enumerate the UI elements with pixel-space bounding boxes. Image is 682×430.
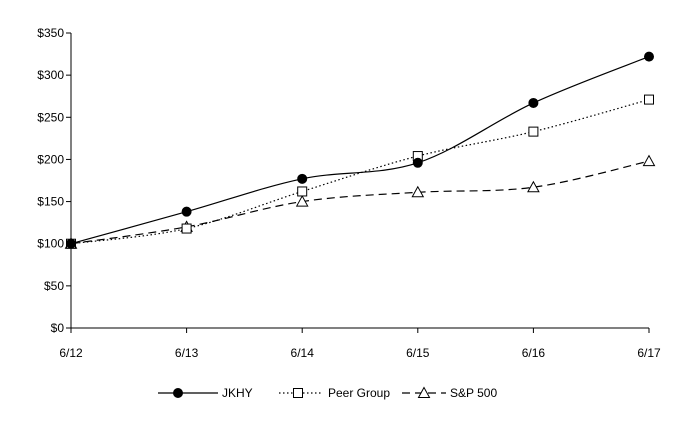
y-tick-label: $250 (37, 110, 64, 124)
legend-marker (293, 388, 303, 398)
data-point (295, 195, 309, 207)
y-tick-label: $300 (37, 68, 64, 82)
data-point (297, 186, 308, 197)
data-point (527, 180, 540, 193)
data-point (297, 173, 308, 184)
x-tick-label: 6/16 (522, 346, 546, 360)
series-filled-circle (66, 51, 654, 249)
legend-marker (173, 388, 183, 398)
legend-label: Peer Group (328, 386, 390, 400)
x-tick-label: 6/13 (175, 346, 199, 360)
data-point (644, 51, 654, 62)
data-point (181, 223, 192, 234)
x-tick-label: 6/17 (637, 346, 661, 360)
x-tick-label: 6/14 (291, 346, 315, 360)
data-point (528, 97, 539, 108)
x-tick-label: 6/12 (59, 346, 83, 360)
series-open-square (66, 94, 654, 249)
series-line (70, 56, 650, 245)
series-layer (64, 51, 656, 249)
data-point (412, 157, 423, 168)
data-point (181, 206, 192, 217)
legend-label: S&P 500 (450, 386, 497, 400)
x-axis: 6/12 6/13 6/14 6/15 6/16 6/17 (59, 327, 661, 360)
legend-item: JKHY (158, 386, 253, 400)
y-tick-label: $200 (37, 152, 64, 166)
data-point (528, 126, 539, 137)
y-tick-label: $350 (37, 26, 64, 40)
data-point (66, 238, 76, 249)
legend-label: JKHY (222, 386, 253, 400)
y-tick-label: $150 (37, 195, 64, 209)
legend-item: Peer Group (279, 386, 390, 400)
legend: JKHY Peer Group S&P 500 (158, 386, 497, 400)
legend-marker (417, 386, 431, 398)
x-tick-label: 6/15 (406, 346, 430, 360)
series-open-triangle (64, 154, 656, 249)
y-axis: $0 $50 $100 $150 $200 $250 $300 $350 (37, 26, 72, 335)
y-tick-label: $0 (51, 321, 65, 335)
data-point (411, 185, 425, 198)
data-point (642, 154, 656, 167)
legend-item: S&P 500 (402, 386, 497, 400)
series-line (70, 99, 650, 245)
y-tick-label: $50 (44, 279, 64, 293)
series-line (70, 160, 650, 245)
data-point (644, 94, 654, 105)
y-tick-label: $100 (37, 237, 64, 251)
